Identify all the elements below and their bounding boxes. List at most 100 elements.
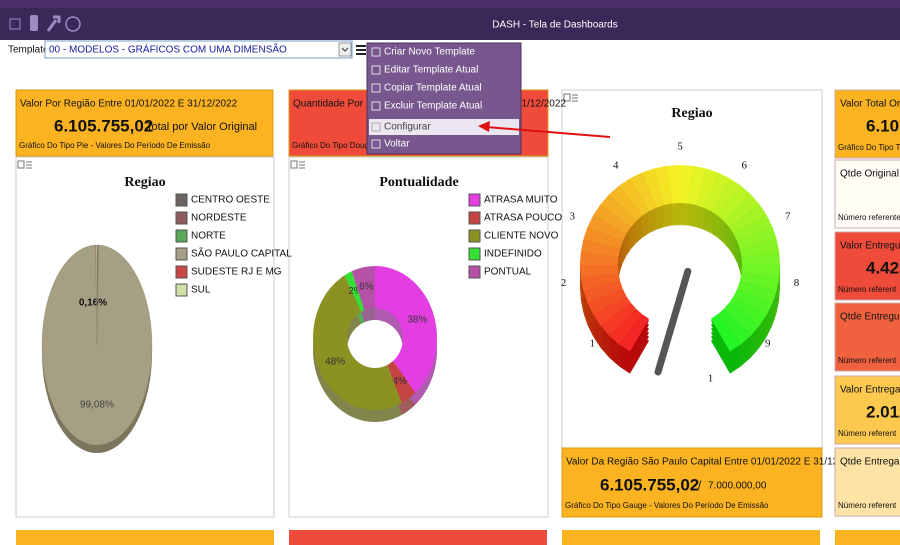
gauge-band [619,178,649,216]
gauge-band [711,178,741,216]
legend-label: ATRASA POUCO [484,213,562,224]
gauge-tick-label: 2 [561,277,567,289]
data-label: 0,16% [79,298,107,309]
legend-swatch [468,211,481,225]
gauge-band [723,194,760,228]
icon[interactable] [46,15,61,32]
toolbar [0,8,900,40]
gauge-band [688,165,706,206]
chart-icon [26,161,32,169]
legend-label: PONTUAL [484,267,532,278]
side-card [834,89,900,159]
side-card-caption: Número referent [838,501,897,510]
menu-item[interactable]: Configurar [384,122,431,133]
chart-icon [290,160,298,169]
data-label: 99,08% [80,400,114,411]
side-card-value: 2.012 [866,402,900,421]
legend-label: SUL [191,285,211,296]
legend-label: INDEFINIDO [484,249,542,260]
legend-label: NORTE [191,231,226,242]
menu-item[interactable]: Criar Novo Template [384,47,475,58]
chart-icon [563,93,571,102]
legend-swatch [175,265,188,279]
gauge-tick-label: 1 [708,373,714,385]
select-button[interactable] [338,42,352,57]
legend-label: CLIENTE NOVO [484,231,559,242]
legend-swatch [175,229,188,243]
gauge-band [711,314,741,352]
side-card [834,375,900,445]
context-menu [366,42,522,155]
chart-title: Regiao [671,106,712,121]
data-label: 6% [359,282,374,293]
icon[interactable] [65,16,81,32]
icon[interactable] [9,18,21,30]
doughnut-slice [344,271,365,312]
gauge-band [739,239,780,257]
gauge-band [733,288,773,315]
card-value: 6.105.755,02 [54,116,153,135]
card [16,530,274,545]
chart-title: Regiao [124,175,165,190]
legend-swatch [468,229,481,243]
legend-swatch [175,247,188,261]
menu-button[interactable] [356,45,366,55]
gauge-tick-label: 8 [794,277,800,289]
legend-label: NORDESTE [191,213,247,224]
menu-item[interactable]: Editar Template Atual [384,65,478,76]
card-value: 6.105.755,02 [600,475,699,494]
gauge-band [741,251,780,265]
gauge-band [580,239,621,257]
menu-item[interactable]: Excluir Template Atual [384,101,482,112]
data-label: 38% [407,315,427,326]
legend-swatch [175,283,188,297]
menu-item[interactable]: Copiar Template Atual [384,83,482,94]
legend-label: SÃO PAULO CAPITAL [191,247,292,260]
template-select[interactable] [44,40,353,59]
gauge-band [583,226,623,249]
gauge-band [593,204,631,234]
side-card [834,231,900,301]
side-card [834,302,900,372]
gauge-band [741,265,780,279]
legend-swatch [175,211,188,225]
card-caption: Gráfico Do Tipo Pie - Valores Do Período… [19,141,211,150]
card-target: 7.000.000,00 [708,481,767,492]
side-card-caption: Número referente [838,213,900,222]
side-card-title: Valor Entregar [840,385,900,396]
gauge-tick-label: 9 [765,337,771,349]
menu-strip [0,0,900,8]
icon[interactable] [30,15,38,31]
chart-title: Pontualidade [379,175,458,190]
gauge-band [580,251,619,265]
gauge-band [609,185,643,222]
gauge-band [580,273,621,291]
side-card-caption: Número referent [838,285,897,294]
menu-item[interactable]: Voltar [384,139,410,150]
card-separator: / [698,478,702,492]
gauge-tick-label: 7 [785,211,791,223]
chart-icon [572,94,578,102]
pie-slice [95,244,98,346]
legend-swatch [468,247,481,261]
gauge-band [587,288,627,315]
legend-swatch [468,265,481,279]
card [289,530,547,545]
template-value: 00 - MODELOS - GRÁFICOS COM UMA DIMENSÃO [49,43,287,56]
menu-item-highlight [369,119,519,135]
gauge-band [641,168,664,208]
side-card-caption: Número referent [838,429,897,438]
template-label: Template [8,45,49,56]
doughnut-slice [313,275,402,410]
gauge-band [729,296,767,326]
menu-icon [371,65,381,75]
chart-icon [17,160,25,169]
card-title: Valor Por Região Entre 01/01/2022 E 31/1… [20,99,238,110]
gauge-tick-label: 4 [613,160,619,172]
card [562,530,820,545]
doughnut-slice [351,266,375,311]
gauge-band [609,308,643,345]
gauge-band [580,265,619,279]
gauge-band [600,302,637,336]
doughnut-slice [387,360,416,403]
